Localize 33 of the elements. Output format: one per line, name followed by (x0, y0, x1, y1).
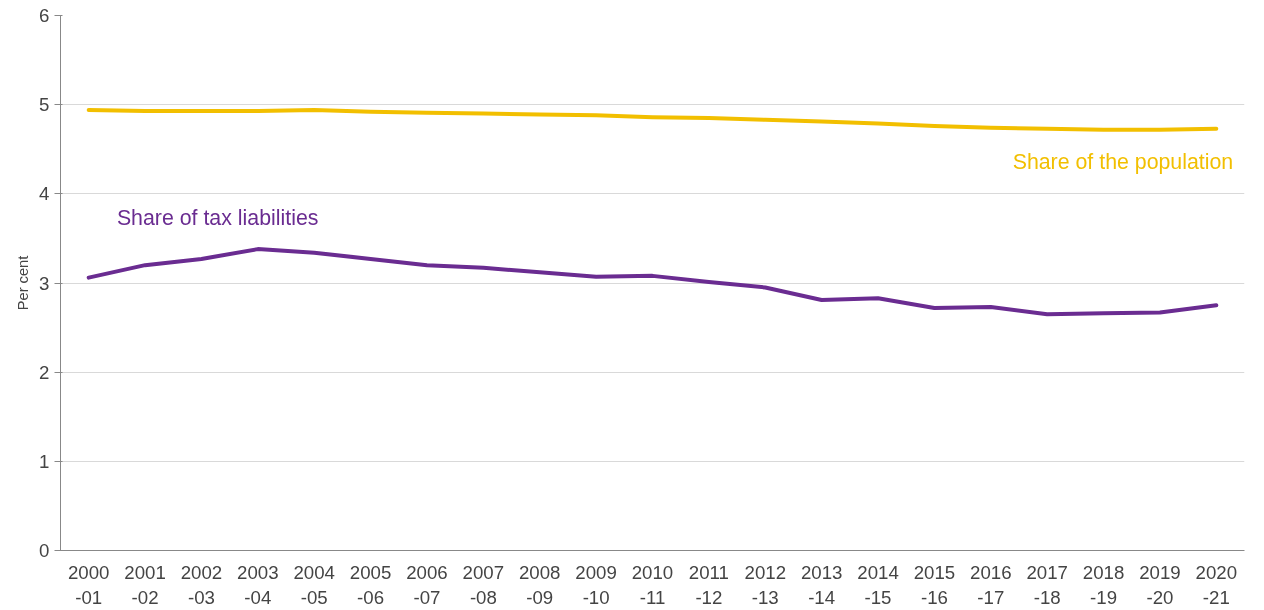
line-series (86, 108, 1219, 132)
y-tick-label: 6 (39, 5, 50, 26)
x-tick-label: 2005 -06 (349, 561, 392, 608)
y-tick-label: 1 (39, 450, 50, 472)
x-tick-label: 2010 -11 (631, 561, 674, 608)
series-label: Share of the population (1012, 149, 1234, 174)
x-tick-label: 2018 -19 (1082, 561, 1125, 608)
y-tick-label: 3 (39, 272, 50, 294)
x-tick-label: 2017 -18 (1026, 561, 1068, 608)
y-axis-title: Per cent (15, 255, 32, 311)
x-tick-label: 2008 -09 (518, 561, 561, 608)
x-tick-label: 2014 -15 (857, 561, 899, 608)
line-series (86, 247, 1219, 317)
x-tick-label: 2016 -17 (970, 561, 1012, 608)
x-tick-label: 2003 -04 (237, 561, 279, 608)
y-tick-label: 4 (39, 183, 50, 205)
x-tick-label: 2012 -13 (744, 561, 787, 608)
x-tick-label: 2009 -10 (575, 561, 617, 608)
y-tick-label: 2 (39, 361, 50, 383)
y-tick-label: 5 (39, 94, 50, 116)
x-tick-label: 2006 -07 (406, 561, 448, 608)
x-tick-label: 2015 -16 (913, 561, 956, 608)
x-tick-label: 2019 -20 (1139, 561, 1181, 608)
x-tick-label: 2000 -01 (67, 561, 110, 608)
x-tick-label: 2013 -14 (800, 561, 843, 608)
x-tick-label: 2002 -03 (180, 561, 223, 608)
x-tick-label: 2007 -08 (462, 561, 505, 608)
x-tick-label: 2020 -21 (1195, 561, 1238, 608)
x-tick-label: 2001 -02 (124, 561, 166, 608)
y-tick-label: 0 (39, 540, 50, 561)
x-tick-label: 2011 -12 (688, 561, 729, 608)
x-tick-label: 2004 -05 (293, 561, 335, 608)
series-label: Share of tax liabilities (116, 206, 319, 231)
